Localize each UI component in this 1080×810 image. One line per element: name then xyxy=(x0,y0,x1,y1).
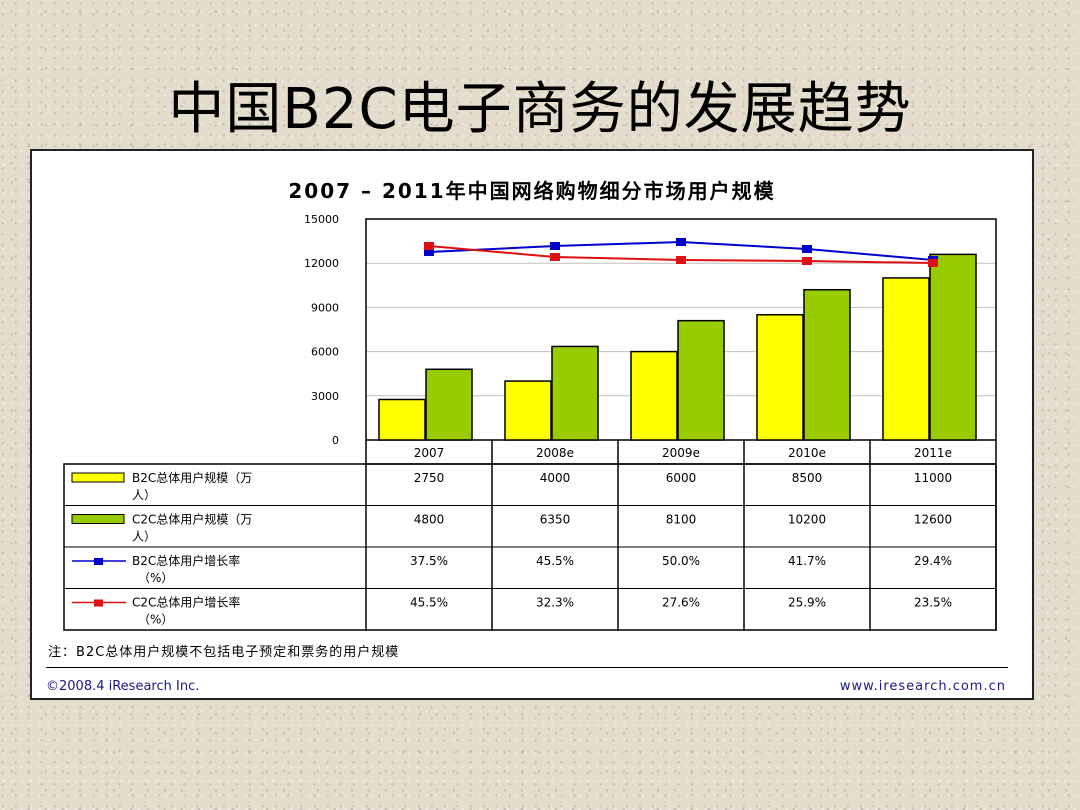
line-marker xyxy=(550,253,560,261)
bar-b2c xyxy=(882,277,930,441)
website-link[interactable]: www.iresearch.com.cn xyxy=(839,679,1006,694)
table-cell: 12600 xyxy=(914,513,952,527)
bar-c2c xyxy=(551,345,599,441)
legend-marker xyxy=(94,599,103,607)
table-cell: 29.4% xyxy=(914,554,952,568)
table-cell: 4800 xyxy=(414,513,445,527)
line-marker xyxy=(424,242,434,250)
footer-divider xyxy=(46,667,1008,668)
line-marker xyxy=(424,248,434,256)
bar-c2c xyxy=(929,253,977,441)
bar-b2c xyxy=(504,380,552,441)
table-cell: 27.6% xyxy=(662,596,700,610)
line-marker xyxy=(802,257,812,265)
table-cell: 10200 xyxy=(788,513,826,527)
legend-label: （%） xyxy=(138,571,173,585)
line-marker xyxy=(676,238,686,246)
line-marker xyxy=(676,256,686,264)
y-tick-label: 15000 xyxy=(304,213,339,226)
table-cell: 32.3% xyxy=(536,596,574,610)
legend-label: 人） xyxy=(132,488,156,502)
legend-label: C2C总体用户规模（万 xyxy=(132,512,252,527)
table-cell: 8500 xyxy=(792,471,823,485)
table-cell: 8100 xyxy=(666,513,697,527)
table-cell: 37.5% xyxy=(410,554,448,568)
category-label: 2009e xyxy=(662,446,700,460)
table-cell: 45.5% xyxy=(410,596,448,610)
y-tick-label: 3000 xyxy=(311,390,339,403)
legend-label: 人） xyxy=(132,530,156,544)
legend-marker xyxy=(94,558,103,565)
legend-label: B2C总体用户规模（万 xyxy=(132,470,252,485)
copyright-text: ©2008.4 iResearch Inc. xyxy=(46,679,200,694)
table-cell: 11000 xyxy=(914,471,952,485)
legend-label: （%） xyxy=(138,613,173,627)
bar-b2c xyxy=(630,350,678,441)
table-cell: 41.7% xyxy=(788,554,826,568)
legend-swatch xyxy=(71,472,125,483)
chart-svg: 15000 12000 9000 6000 3000 0 2007 2008e 2009e 201… xyxy=(63,213,997,631)
table-cell: 50.0% xyxy=(662,554,700,568)
table-cell: 2750 xyxy=(414,471,445,485)
category-label: 2008e xyxy=(536,446,574,460)
bar-c2c xyxy=(425,368,473,441)
category-label: 2010e xyxy=(788,446,826,460)
category-label: 2007 xyxy=(414,446,445,460)
table-cell: 45.5% xyxy=(536,554,574,568)
chart-note: 注：B2C总体用户规模不包括电子预定和票务的用户规模 xyxy=(48,645,400,660)
bar-c2c xyxy=(803,288,851,441)
legend-swatch xyxy=(71,514,125,524)
y-tick-label: 12000 xyxy=(304,257,339,270)
bar-c2c xyxy=(677,319,725,441)
table-cell: 6350 xyxy=(540,513,571,527)
table-cell: 23.5% xyxy=(914,596,952,610)
slide-title: 中国B2C电子商务的发展趋势 xyxy=(168,77,912,142)
bar-b2c xyxy=(756,314,804,441)
legend-label: B2C总体用户增长率 xyxy=(132,553,240,568)
y-tick-label: 9000 xyxy=(311,301,339,314)
line-marker xyxy=(802,245,812,253)
chart-panel: 2007 – 2011年中国网络购物细分市场用户规模 15000 12000 900… xyxy=(30,149,1034,700)
line-marker xyxy=(550,242,560,250)
legend-label: C2C总体用户增长率 xyxy=(132,595,240,610)
line-marker xyxy=(928,259,938,267)
y-tick-label: 0 xyxy=(332,434,339,447)
chart-title: 2007 – 2011年中国网络购物细分市场用户规模 xyxy=(288,179,776,203)
category-label: 2011e xyxy=(914,446,952,460)
y-tick-label: 6000 xyxy=(311,346,339,359)
table-cell: 25.9% xyxy=(788,596,826,610)
bar-b2c xyxy=(378,398,426,441)
table-cell: 6000 xyxy=(666,471,697,485)
table-cell: 4000 xyxy=(540,471,571,485)
